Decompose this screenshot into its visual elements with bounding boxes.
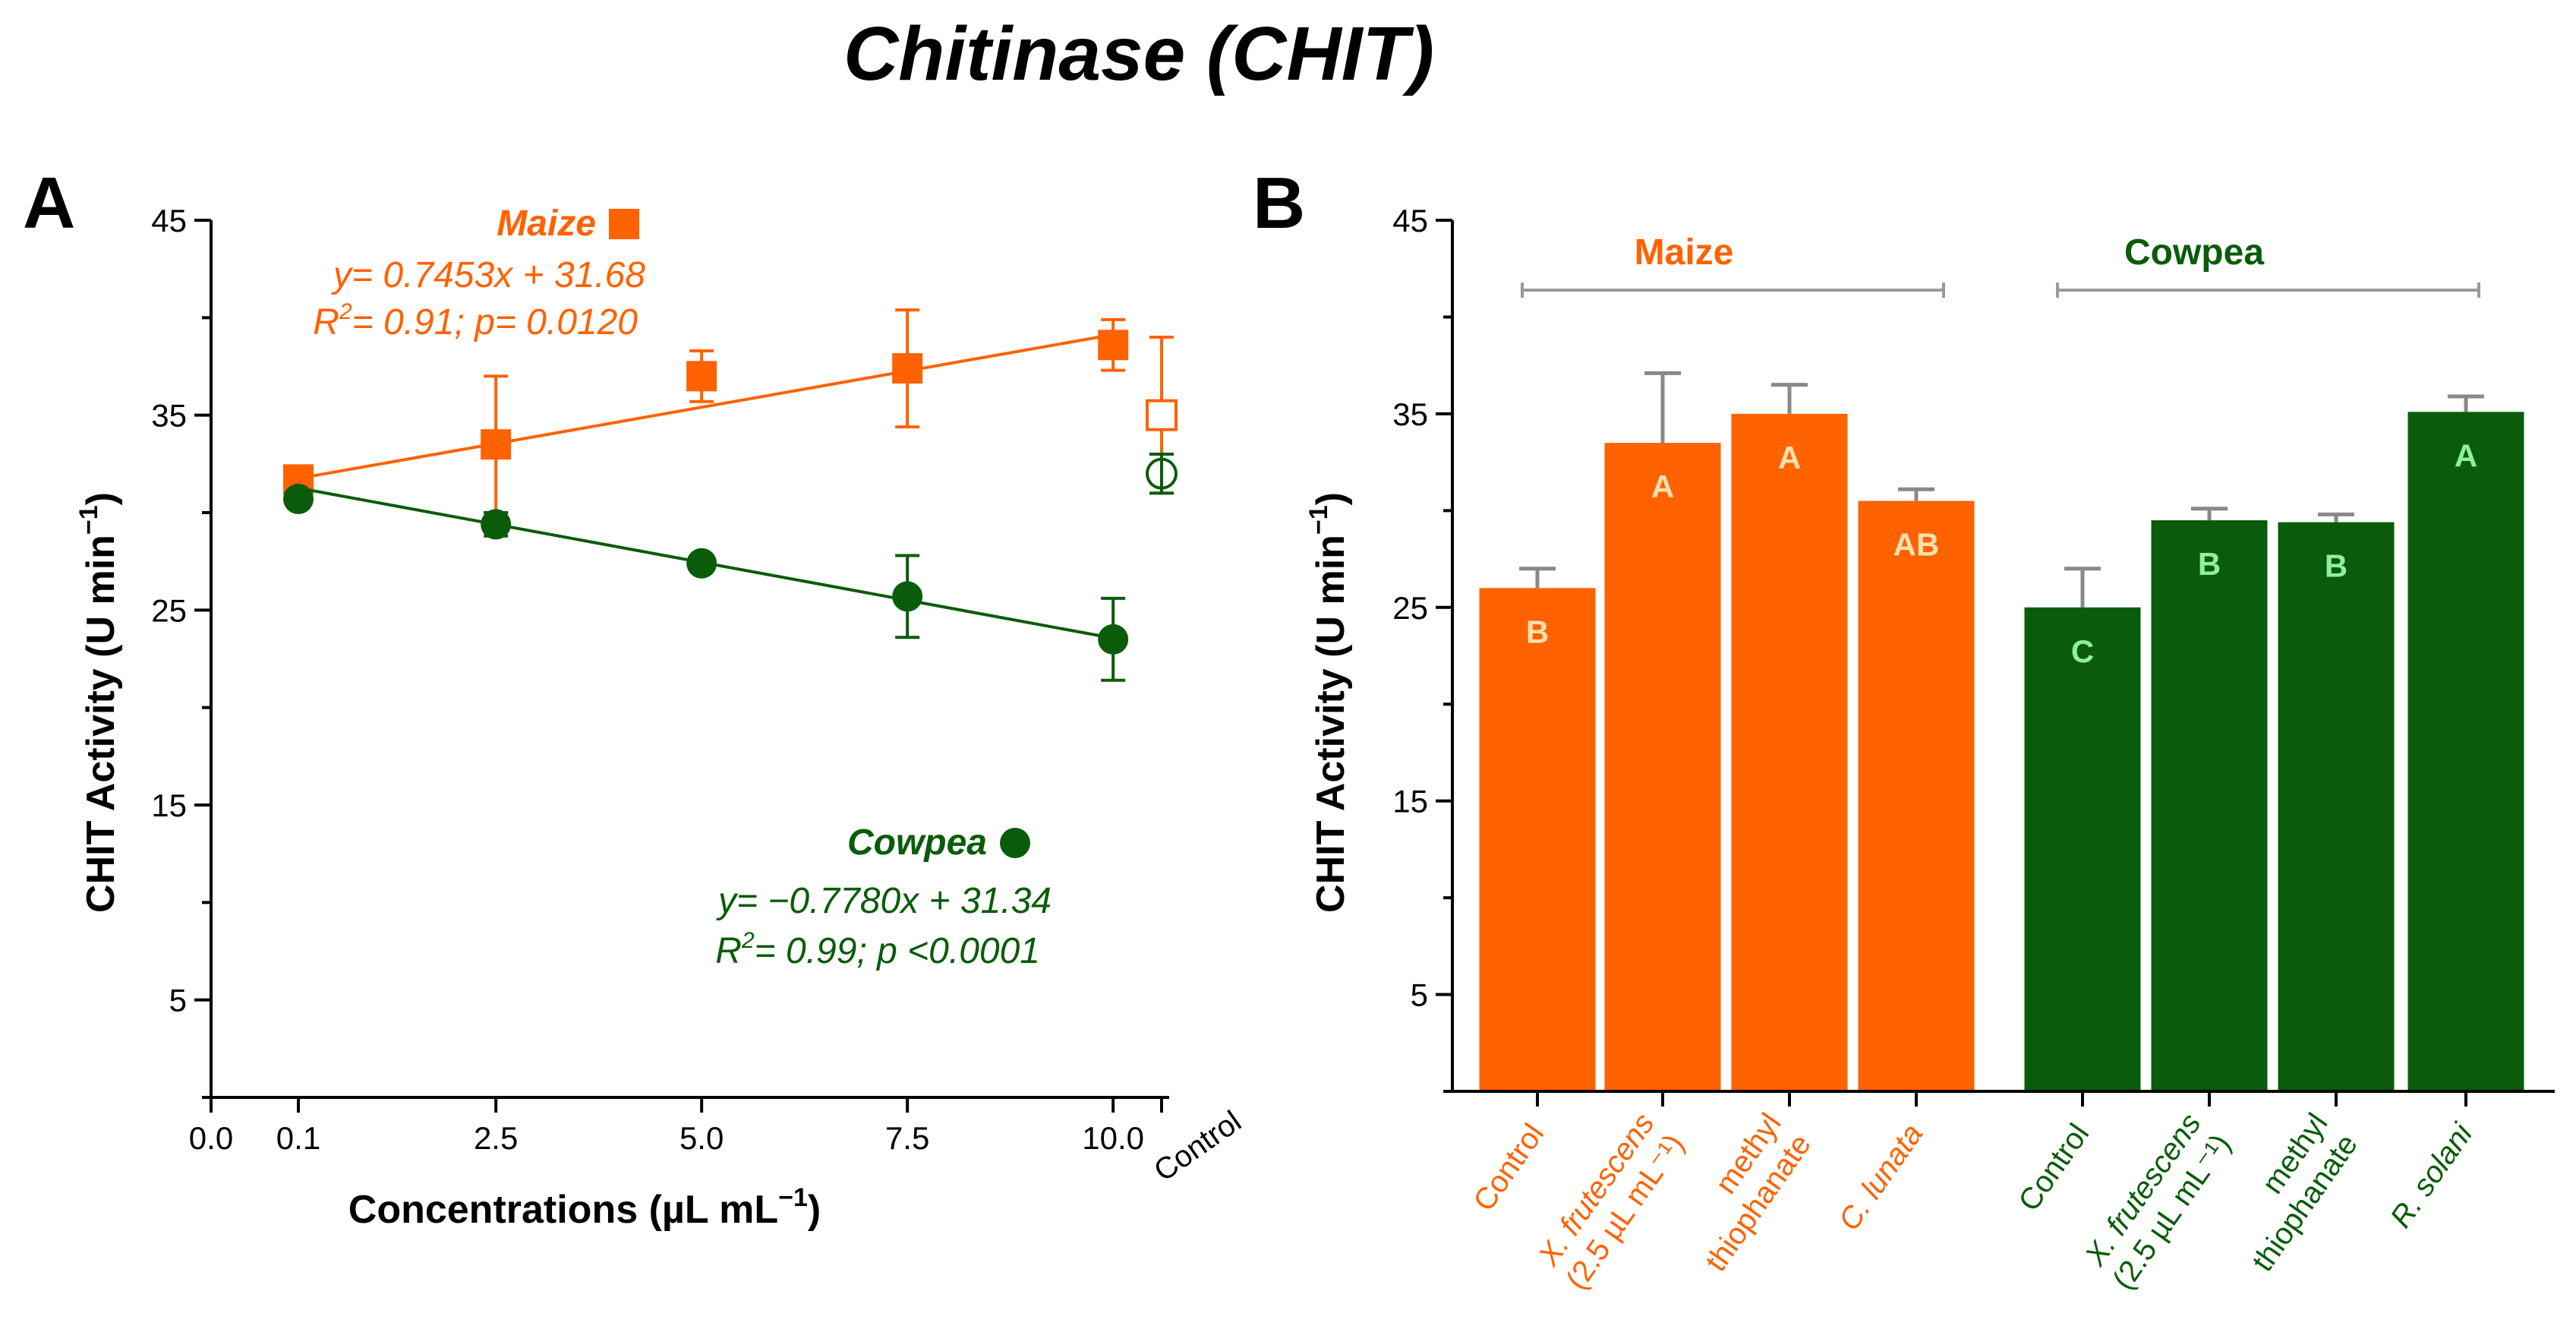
bar bbox=[2278, 522, 2395, 1091]
cowpea-point bbox=[481, 509, 512, 540]
bar bbox=[1731, 413, 1848, 1091]
panel-b-label: B bbox=[1253, 163, 1305, 244]
x-tick-label: R. solani bbox=[2384, 1117, 2480, 1234]
cowpea-equation: y= −0.7780x + 31.34 bbox=[716, 881, 1052, 921]
maize-legend-marker bbox=[609, 209, 639, 239]
panel-a-control-tick-label: Control bbox=[1148, 1104, 1247, 1188]
x-tick-label: 7.5 bbox=[885, 1120, 929, 1156]
cowpea-point bbox=[892, 581, 923, 612]
bar-letter: C bbox=[2071, 633, 2094, 669]
panel-a-xlabel: Concentrations (µL mL−1) bbox=[348, 1183, 821, 1232]
x-tick-label: methylthiophanate bbox=[1670, 1107, 1818, 1277]
y-tick-label: 35 bbox=[1392, 396, 1428, 432]
maize-r2: R2= 0.91; p= 0.0120 bbox=[313, 299, 638, 343]
bar-letter: B bbox=[2198, 546, 2221, 582]
bar bbox=[1604, 443, 1721, 1091]
bar bbox=[2024, 607, 2141, 1091]
x-tick-label: Control bbox=[1467, 1118, 1550, 1217]
cowpea-legend-marker bbox=[1000, 828, 1030, 858]
x-tick-label: X. frutescens(2.5 µL mL⁻¹) bbox=[1530, 1107, 1691, 1296]
y-tick-label: 25 bbox=[151, 592, 187, 628]
x-tick-label-line: C. lunata bbox=[1832, 1118, 1929, 1236]
y-tick-label: 5 bbox=[169, 983, 187, 1018]
maize-control-point bbox=[1146, 399, 1178, 431]
cowpea-point bbox=[686, 548, 717, 579]
x-tick-label: 2.5 bbox=[474, 1120, 518, 1156]
bar bbox=[2407, 412, 2524, 1091]
group-label-maize: Maize bbox=[1635, 232, 1734, 273]
y-tick-label: 35 bbox=[151, 398, 187, 434]
maize-equation: y= 0.7453x + 31.68 bbox=[331, 255, 645, 295]
bar bbox=[1479, 588, 1596, 1091]
cowpea-control-point bbox=[1146, 457, 1178, 490]
bar-letter: B bbox=[2325, 548, 2347, 584]
panel-b-ylabel: CHIT Activity (U min−1) bbox=[1304, 492, 1353, 913]
panel-a-plot: 5 15 25 35 45 0.0 0.1 2.5 5.0 7.5 10.0 bbox=[151, 203, 1178, 1156]
bar bbox=[2151, 520, 2268, 1091]
cowpea-point bbox=[1098, 624, 1129, 655]
bar-letter: A bbox=[1651, 469, 1674, 504]
x-tick-label: 5.0 bbox=[679, 1120, 724, 1156]
maize-legend-label: Maize bbox=[497, 204, 596, 244]
bar bbox=[1858, 500, 1975, 1091]
y-tick-label: 25 bbox=[1392, 590, 1428, 626]
cowpea-legend-label: Cowpea bbox=[847, 822, 987, 863]
x-tick-label: 0.0 bbox=[189, 1120, 233, 1156]
maize-point bbox=[481, 429, 512, 460]
group-label-cowpea: Cowpea bbox=[2124, 232, 2264, 273]
maize-point bbox=[892, 353, 923, 384]
x-tick-label: methylthiophanate bbox=[2216, 1107, 2364, 1277]
bar-letter: A bbox=[1778, 440, 1801, 475]
x-tick-label: X. frutescens(2.5 µL mL⁻¹) bbox=[2076, 1107, 2237, 1296]
x-tick-label: C. lunata bbox=[1832, 1118, 1929, 1236]
bar-letter: B bbox=[1526, 614, 1549, 649]
x-tick-label: 0.1 bbox=[276, 1120, 320, 1156]
bar-letter: AB bbox=[1893, 527, 1940, 563]
cowpea-r2: R2= 0.99; p <0.0001 bbox=[715, 928, 1040, 971]
maize-point bbox=[686, 361, 717, 392]
panel-a-label: A bbox=[23, 163, 75, 244]
y-tick-label: 5 bbox=[1411, 977, 1428, 1013]
y-tick-label: 15 bbox=[1392, 784, 1428, 819]
x-tick-label-line: Control bbox=[1467, 1118, 1550, 1217]
y-tick-label: 15 bbox=[151, 788, 187, 823]
x-tick-label-line: R. solani bbox=[2384, 1117, 2480, 1234]
maize-fit-line bbox=[298, 333, 1114, 480]
y-tick-label: 45 bbox=[151, 203, 187, 238]
x-tick-label: Control bbox=[2012, 1118, 2095, 1217]
bar-letter: A bbox=[2455, 437, 2477, 473]
cowpea-point bbox=[283, 484, 314, 515]
x-tick-label-line: Control bbox=[2012, 1118, 2095, 1217]
panel-b-plot: B Control A X. frutescens(2.5 µL mL⁻¹) Ameth… bbox=[1392, 203, 2555, 1296]
panel-a-ylabel: CHIT Activity (U min−1) bbox=[74, 492, 123, 913]
maize-point bbox=[1098, 330, 1129, 361]
y-tick-label: 45 bbox=[1392, 203, 1428, 238]
x-tick-label: 10.0 bbox=[1082, 1120, 1144, 1156]
figure-title: Chitinase (CHIT) bbox=[843, 11, 1434, 96]
